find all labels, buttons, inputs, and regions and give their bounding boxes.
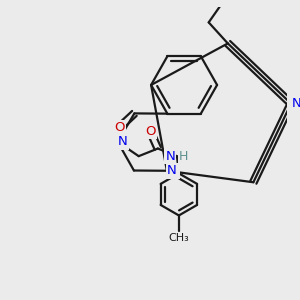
Text: N: N: [118, 135, 128, 148]
Text: N: N: [292, 97, 300, 110]
Text: N: N: [165, 150, 175, 163]
Text: H: H: [179, 150, 188, 163]
Text: N: N: [167, 164, 177, 177]
Text: CH₃: CH₃: [169, 233, 189, 243]
Text: O: O: [145, 125, 155, 138]
Text: O: O: [114, 121, 124, 134]
Text: N: N: [169, 164, 178, 177]
